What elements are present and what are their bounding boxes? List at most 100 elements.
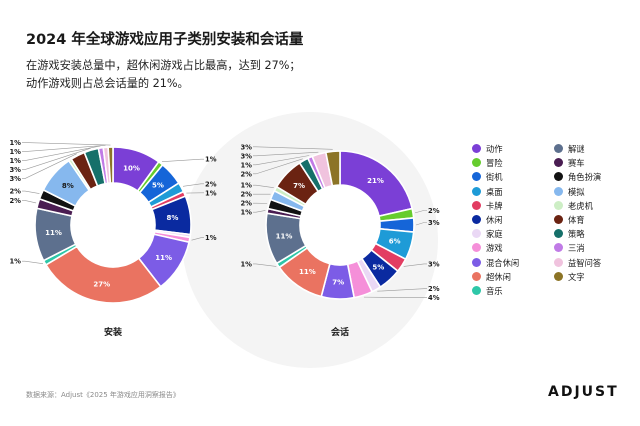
legend-label: 卡牌 bbox=[486, 200, 503, 211]
slice-label: 1% bbox=[9, 148, 21, 156]
slice-label: 2% bbox=[9, 197, 21, 205]
leader-line bbox=[253, 155, 310, 166]
legend-item: 超休闲 bbox=[472, 271, 511, 283]
legend-item: 游戏 bbox=[472, 242, 503, 254]
slice-label: 2% bbox=[240, 170, 252, 178]
legend-item: 老虎机 bbox=[554, 200, 593, 212]
legend-label: 动作 bbox=[486, 144, 503, 154]
legend-swatch bbox=[472, 215, 481, 224]
legend-label: 休闲 bbox=[486, 215, 503, 225]
subtitle-line-2: 动作游戏则占总会话量的 21%。 bbox=[26, 77, 189, 90]
legend-swatch bbox=[472, 286, 481, 295]
adjust-logo: ADJUST bbox=[548, 384, 619, 400]
donut-hole bbox=[71, 183, 155, 267]
donut-sessions: 21%6%5%7%11%11%7%2%3%3%2%4%3%3%1%2%1%2%2… bbox=[240, 143, 439, 302]
legend-item: 益智问答 bbox=[554, 257, 601, 269]
slice-label: 2% bbox=[240, 191, 252, 199]
legend-swatch bbox=[472, 172, 481, 182]
legend-swatch bbox=[554, 172, 563, 182]
leader-line bbox=[363, 296, 427, 299]
legend-swatch bbox=[554, 186, 563, 196]
slice-label: 6% bbox=[389, 238, 401, 246]
slice-label: 7% bbox=[293, 182, 305, 190]
slice bbox=[107, 146, 114, 184]
legend-item: 三消 bbox=[554, 242, 585, 254]
leader-line bbox=[414, 210, 427, 214]
legend-item: 文字 bbox=[554, 271, 585, 283]
legend-item: 赛车 bbox=[554, 157, 585, 169]
slice-label: 7% bbox=[332, 278, 344, 286]
slice-label: 3% bbox=[428, 219, 440, 227]
legend-label: 策略 bbox=[568, 229, 585, 240]
leader-line bbox=[253, 158, 303, 175]
legend-label: 文字 bbox=[568, 271, 585, 282]
legend-label: 益智问答 bbox=[568, 257, 602, 268]
donut-hole bbox=[300, 185, 380, 265]
slice-label: 3% bbox=[9, 175, 21, 183]
slice-label: 27% bbox=[93, 280, 110, 288]
legend-swatch bbox=[554, 257, 563, 267]
legend-item: 桌面 bbox=[472, 186, 503, 198]
legend-item: 混合休闲 bbox=[472, 257, 519, 269]
subtitle-line-1: 在游戏安装总量中，超休闲游戏占比最高，达到 27%； bbox=[26, 59, 301, 72]
legend-item: 模拟 bbox=[554, 186, 585, 198]
slice-label: 3% bbox=[428, 260, 440, 268]
leader-line bbox=[415, 222, 427, 226]
slice-label: 1% bbox=[240, 209, 252, 217]
leader-line bbox=[22, 142, 111, 146]
slice-label: 21% bbox=[367, 177, 384, 185]
legend-item: 休闲 bbox=[472, 214, 503, 226]
legend-swatch bbox=[472, 257, 481, 267]
leader-line bbox=[22, 145, 106, 152]
leader-line bbox=[253, 263, 277, 267]
legend-swatch bbox=[472, 200, 481, 210]
leader-line bbox=[253, 210, 266, 213]
legend-swatch bbox=[472, 271, 481, 281]
slice-label: 1% bbox=[205, 156, 217, 164]
leader-line bbox=[22, 145, 101, 161]
caption-sessions: 会话 bbox=[331, 326, 349, 338]
legend-label: 游戏 bbox=[486, 243, 503, 254]
leader-line bbox=[22, 200, 37, 204]
page-title: 2024 年全球游戏应用子类别安装和会话量 bbox=[26, 32, 304, 48]
legend-swatch bbox=[554, 200, 563, 210]
legend-label: 模拟 bbox=[568, 186, 585, 197]
legend-label: 家庭 bbox=[486, 229, 503, 240]
legend-item: 家庭 bbox=[472, 228, 503, 240]
legend-label: 桌面 bbox=[486, 186, 503, 197]
slice bbox=[324, 150, 341, 187]
legend-label: 体育 bbox=[568, 215, 585, 225]
legend-swatch bbox=[554, 229, 563, 239]
page-subtitle: 在游戏安装总量中，超休闲游戏占比最高，达到 27%； 动作游戏则占总会话量的 2… bbox=[26, 57, 301, 93]
legend-label: 解谜 bbox=[568, 144, 585, 154]
leader-line bbox=[253, 151, 319, 157]
legend-swatch bbox=[554, 243, 563, 253]
legend-item: 卡牌 bbox=[472, 200, 503, 212]
leader-line bbox=[253, 146, 333, 150]
slice-label: 1% bbox=[205, 189, 217, 197]
legend-swatch bbox=[554, 271, 563, 281]
slice-label: 1% bbox=[240, 161, 252, 169]
leader-line bbox=[253, 184, 274, 189]
slice-label: 11% bbox=[276, 232, 293, 240]
slice-label: 8% bbox=[167, 214, 179, 222]
leader-line bbox=[22, 260, 44, 264]
slice-label: 5% bbox=[372, 264, 384, 272]
legend-item: 解谜 bbox=[554, 143, 585, 155]
legend-swatch bbox=[554, 215, 563, 224]
leader-line bbox=[161, 158, 204, 163]
slice-label: 1% bbox=[240, 260, 252, 268]
slice-label: 2% bbox=[205, 180, 217, 188]
slice-label: 3% bbox=[9, 166, 21, 174]
legend-item: 街机 bbox=[472, 171, 503, 183]
legend-label: 角色扮演 bbox=[568, 172, 602, 183]
leader-line bbox=[403, 263, 427, 267]
slice-label: 1% bbox=[240, 182, 252, 190]
legend-item: 音乐 bbox=[472, 285, 503, 297]
caption-installs: 安装 bbox=[104, 326, 123, 338]
legend-item: 冒险 bbox=[472, 157, 503, 169]
legend-swatch bbox=[472, 229, 481, 239]
slice-label: 11% bbox=[155, 254, 172, 262]
source-note: 数据来源：Adjust《2025 年游戏应用洞察报告》 bbox=[26, 391, 180, 399]
donut-installs: 10%5%8%11%27%11%8%1%2%1%1%1%1%1%3%3%2%2%… bbox=[9, 139, 217, 304]
